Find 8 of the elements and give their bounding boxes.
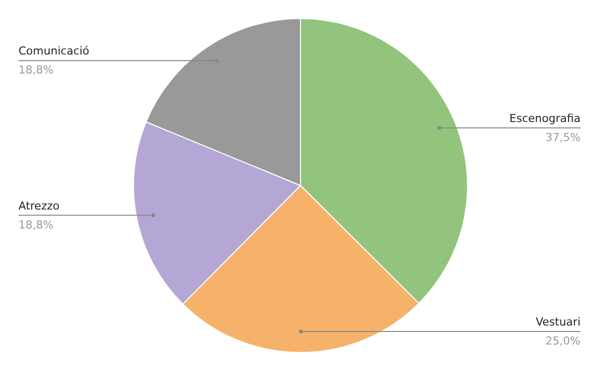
data-label: 18,8% <box>18 218 54 232</box>
data-label: 18,8% <box>18 64 54 77</box>
slice-label: Escenografia <box>509 112 581 125</box>
data-label: 25,0% <box>546 334 581 348</box>
slice-label: Atrezzo <box>18 199 60 212</box>
data-label: 37,5% <box>546 130 581 144</box>
slice-label: Comunicació <box>18 44 90 58</box>
slice-label: Vestuari <box>536 316 581 328</box>
